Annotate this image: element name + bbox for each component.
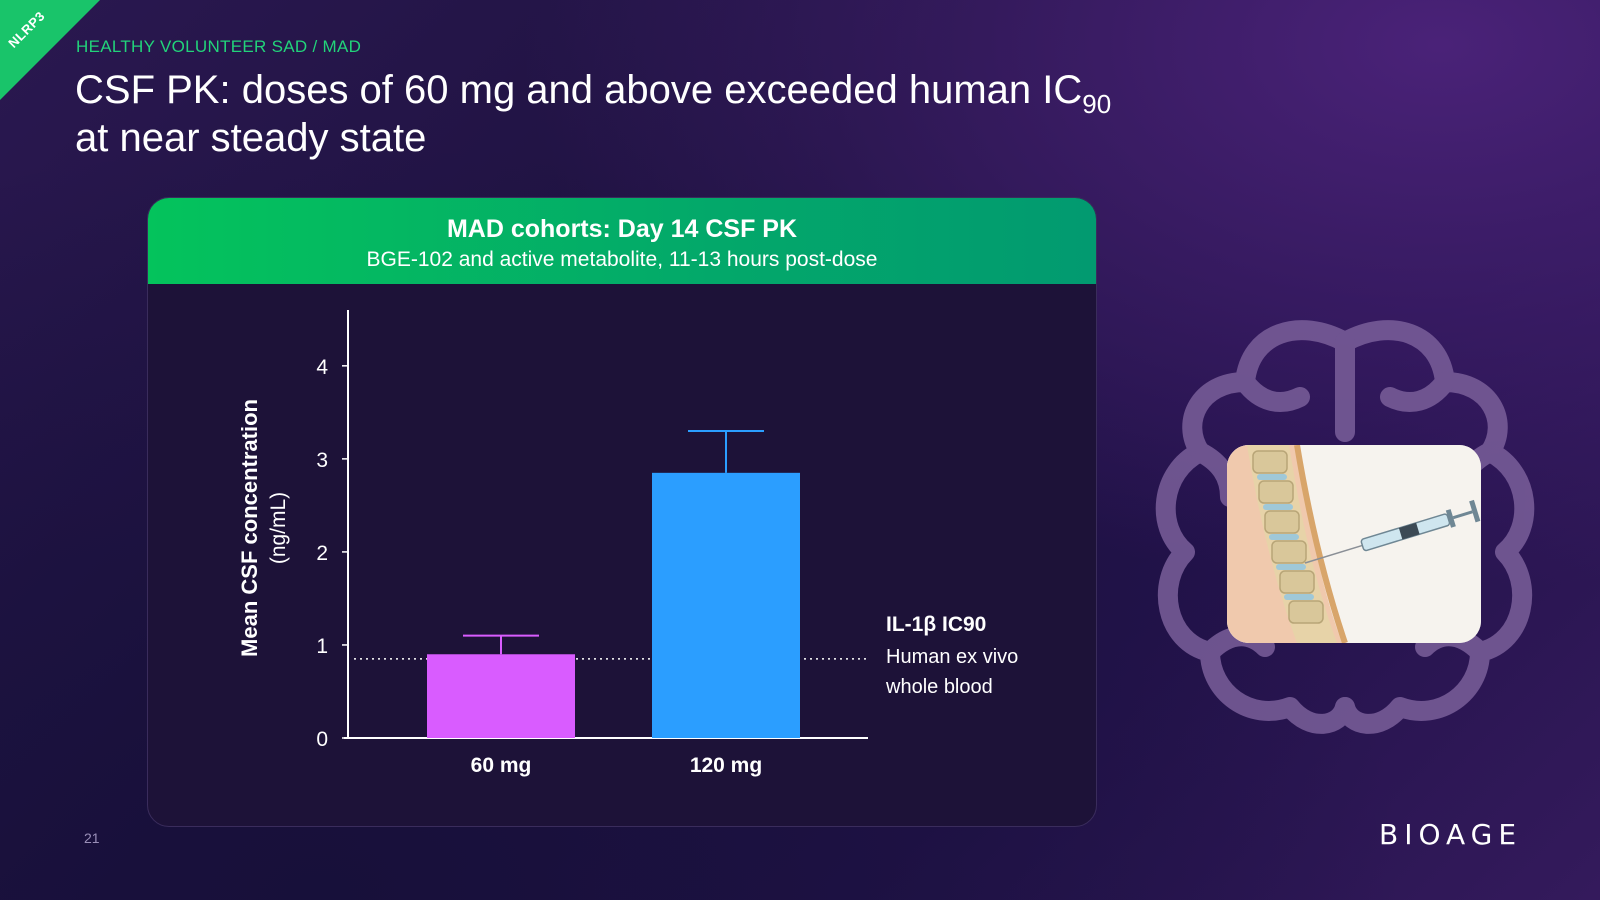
reference-note-line1: Human ex vivo — [886, 646, 1018, 668]
page-title: CSF PK: doses of 60 mg and above exceede… — [75, 66, 1275, 162]
chart-panel-header: MAD cohorts: Day 14 CSF PK BGE-102 and a… — [148, 198, 1096, 284]
title-line1: CSF PK: doses of 60 mg and above exceede… — [75, 68, 1083, 112]
x-tick-label: 120 mg — [690, 754, 762, 777]
reference-label: IL-1β IC90 — [886, 613, 986, 636]
spine-injection-illustration — [1227, 445, 1481, 643]
x-tick-label: 60 mg — [471, 754, 532, 777]
eyebrow-label: HEALTHY VOLUNTEER SAD / MAD — [76, 37, 362, 56]
chart-panel-subtitle: BGE-102 and active metabolite, 11-13 hou… — [366, 248, 878, 271]
title-subscript: 90 — [1082, 89, 1112, 119]
reference-note-line2: whole blood — [885, 676, 993, 698]
title-line2: at near steady state — [75, 116, 427, 160]
y-tick-label: 1 — [316, 635, 328, 658]
company-logo: BIOAGE — [1379, 818, 1523, 851]
chart-panel-title: MAD cohorts: Day 14 CSF PK — [446, 215, 798, 243]
y-tick-label: 0 — [316, 728, 328, 751]
y-tick-label: 2 — [316, 542, 328, 565]
corner-tag — [0, 0, 100, 100]
y-axis-unit: (ng/mL) — [267, 492, 290, 564]
page-number: 21 — [84, 830, 100, 846]
bar-chart: 0 1 2 3 4 Mean CSF concentration (ng/mL) 60 mg 1… — [237, 310, 1018, 777]
bar-2 — [652, 472, 800, 738]
y-tick-label: 4 — [316, 356, 328, 379]
chart-panel: MAD cohorts: Day 14 CSF PK BGE-102 and a… — [147, 197, 1097, 827]
y-axis-title: Mean CSF concentration — [237, 399, 262, 657]
bar-1 — [427, 654, 575, 738]
y-tick-label: 3 — [316, 449, 328, 472]
